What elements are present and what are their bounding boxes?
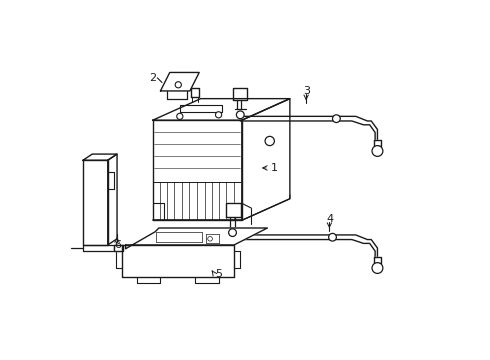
Circle shape: [265, 136, 274, 145]
Polygon shape: [373, 257, 381, 264]
Polygon shape: [373, 140, 381, 147]
Circle shape: [372, 263, 383, 274]
Text: 5: 5: [215, 269, 221, 279]
Polygon shape: [114, 245, 123, 251]
Polygon shape: [160, 72, 199, 91]
Polygon shape: [233, 88, 247, 100]
Circle shape: [177, 113, 183, 120]
Circle shape: [208, 237, 212, 241]
Circle shape: [333, 115, 340, 122]
Polygon shape: [122, 245, 234, 277]
Circle shape: [372, 145, 383, 156]
Circle shape: [329, 233, 336, 241]
Polygon shape: [153, 120, 242, 220]
Polygon shape: [83, 154, 117, 160]
Polygon shape: [153, 99, 290, 120]
Circle shape: [236, 111, 244, 119]
Polygon shape: [225, 203, 241, 217]
Circle shape: [216, 112, 221, 118]
Polygon shape: [242, 99, 290, 220]
Polygon shape: [125, 228, 268, 249]
Polygon shape: [108, 154, 117, 245]
Circle shape: [175, 82, 181, 88]
Text: 4: 4: [326, 214, 333, 224]
Text: 3: 3: [303, 86, 310, 96]
Text: 6: 6: [114, 240, 121, 250]
Text: 1: 1: [270, 163, 277, 173]
Polygon shape: [192, 88, 199, 97]
Circle shape: [229, 229, 236, 237]
Text: 2: 2: [148, 73, 156, 83]
Polygon shape: [83, 160, 108, 245]
